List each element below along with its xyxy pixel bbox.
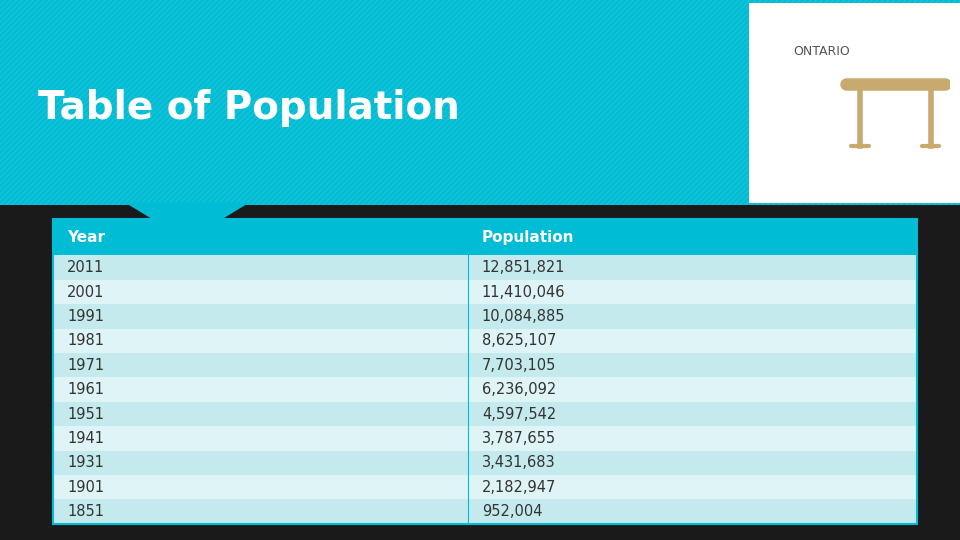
Text: Table of Population: Table of Population bbox=[38, 89, 460, 127]
Text: 3,431,683: 3,431,683 bbox=[482, 455, 556, 470]
Text: 4,597,542: 4,597,542 bbox=[482, 407, 556, 422]
Text: 2001: 2001 bbox=[67, 285, 105, 300]
Text: 7,703,105: 7,703,105 bbox=[482, 357, 556, 373]
Text: 1951: 1951 bbox=[67, 407, 105, 422]
Text: 11,410,046: 11,410,046 bbox=[482, 285, 565, 300]
Text: 2,182,947: 2,182,947 bbox=[482, 480, 556, 495]
Text: Population: Population bbox=[482, 230, 574, 245]
Text: 3,787,655: 3,787,655 bbox=[482, 431, 556, 446]
Text: 1971: 1971 bbox=[67, 357, 105, 373]
Text: 1991: 1991 bbox=[67, 309, 105, 324]
Text: 1901: 1901 bbox=[67, 480, 105, 495]
Text: Year: Year bbox=[67, 230, 106, 245]
Text: 10,084,885: 10,084,885 bbox=[482, 309, 565, 324]
Text: ONTARIO: ONTARIO bbox=[793, 45, 851, 58]
Text: 1961: 1961 bbox=[67, 382, 105, 397]
Text: 1851: 1851 bbox=[67, 504, 105, 519]
Text: 8,625,107: 8,625,107 bbox=[482, 333, 556, 348]
Text: 6,236,092: 6,236,092 bbox=[482, 382, 556, 397]
Text: 1981: 1981 bbox=[67, 333, 105, 348]
Text: 12,851,821: 12,851,821 bbox=[482, 260, 565, 275]
Text: 1941: 1941 bbox=[67, 431, 105, 446]
Text: 2011: 2011 bbox=[67, 260, 105, 275]
Text: 1931: 1931 bbox=[67, 455, 104, 470]
Text: 952,004: 952,004 bbox=[482, 504, 542, 519]
